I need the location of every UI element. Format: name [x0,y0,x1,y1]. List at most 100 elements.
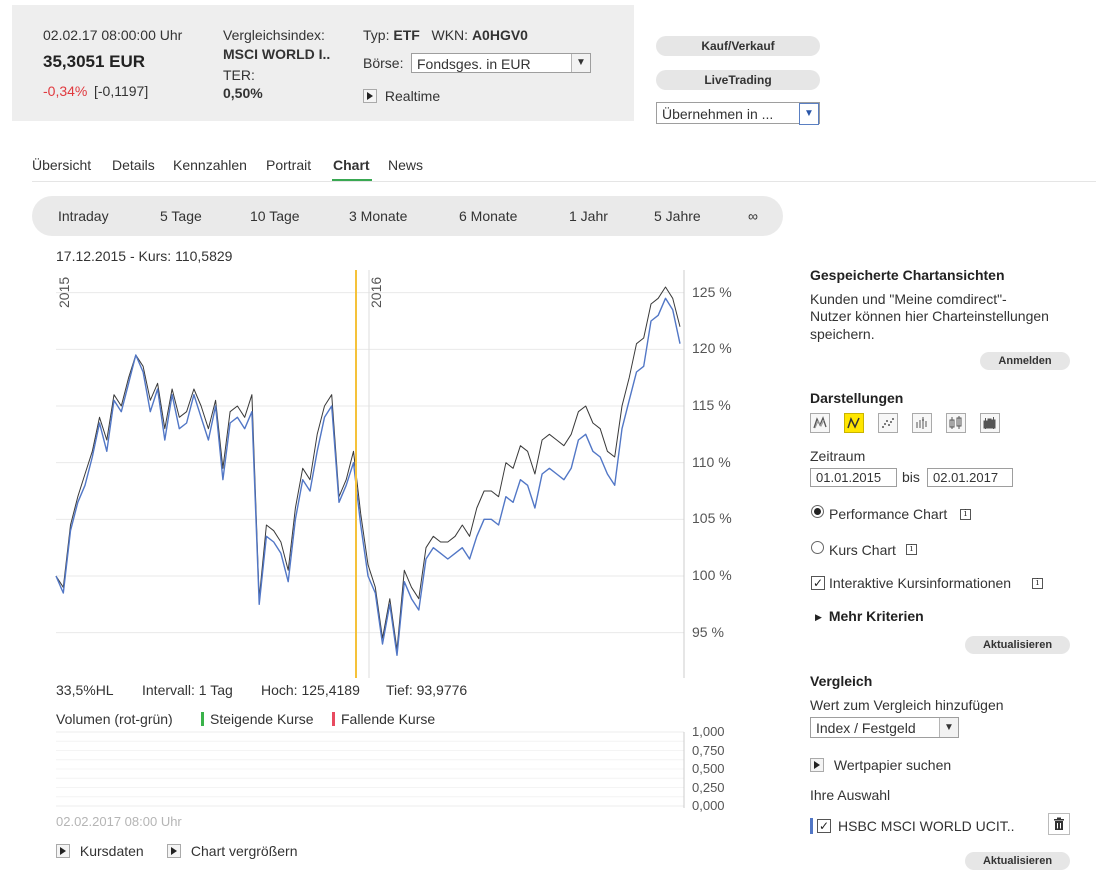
anmelden-button[interactable]: Anmelden [980,352,1070,370]
play-arrow-icon [363,89,377,104]
y-tick-label: 100 % [692,567,732,583]
ter-label: TER: [223,67,255,83]
period-max[interactable]: ∞ [748,208,758,224]
y-tick-label: 110 % [692,453,731,470]
chart-scale-info: 33,5%HL [56,682,114,698]
kurs-chart-radio[interactable] [811,541,824,554]
quote-datetime: 02.02.17 08:00:00 Uhr [43,27,183,43]
volume-title: Volumen (rot-grün) [56,711,173,727]
ohlc-chart-icon[interactable] [912,413,932,433]
vergleich-title: Vergleich [810,673,873,689]
trash-icon[interactable] [1048,813,1070,835]
chart-grid [56,292,684,634]
legend-rising: Steigende Kurse [210,711,314,727]
vergleich-select[interactable]: Index / Festgeld ▼ [810,717,959,738]
date-to-input[interactable]: 02.01.2017 [927,468,1013,487]
tab-details[interactable]: Details [112,157,155,173]
livetrading-button[interactable]: LiveTrading [656,70,820,90]
year-label-2015: 2015 [56,277,72,308]
volume-tick-label: 0,250 [692,779,725,795]
performance-chart-label: Performance Chart [829,506,948,522]
volume-tick-label: 0,750 [692,742,725,758]
tab-uebersicht[interactable]: Übersicht [32,157,92,173]
legend-falling: Fallende Kurse [341,711,436,727]
dots-chart-icon[interactable] [878,413,898,433]
saved-views-text-3: speichern. [810,326,875,342]
chevron-down-icon: ▼ [571,54,590,72]
caret-right-icon: ▶ [815,611,822,622]
bis-label: bis [902,469,920,485]
kursdaten-link[interactable]: Kursdaten [56,842,144,859]
period-3-monate[interactable]: 3 Monate [349,208,408,224]
realtime-link[interactable]: Realtime [363,87,440,104]
period-1-jahr[interactable]: 1 Jahr [569,208,608,224]
auswahl-item-label: HSBC MSCI WORLD UCIT.. [838,818,1015,834]
typ-value: ETF [393,27,420,43]
wertpapier-suchen-label: Wertpapier suchen [833,757,952,774]
info-icon[interactable]: i [960,509,971,520]
auswahl-label: Ihre Auswahl [810,787,891,803]
line-chart-icon[interactable] [844,413,864,433]
darstellungen-title: Darstellungen [810,390,904,406]
volume-tick-label: 1,000 [692,724,725,739]
cursor-info: 17.12.2015 - Kurs: 110,5829 [56,248,233,264]
uebernehmen-select-value: Übernehmen in ... [662,106,774,122]
info-icon[interactable]: i [1032,578,1043,589]
saved-views-text-1: Kunden und "Meine comdirect"- [810,291,1007,307]
candle-chart-icon[interactable] [980,413,1000,433]
tab-chart[interactable]: Chart [333,157,370,173]
period-intraday[interactable]: Intraday [58,208,109,224]
falling-legend-swatch [332,712,335,726]
performance-chart-radio[interactable] [811,505,824,518]
y-tick-label: 115 % [692,397,731,413]
volume-tick-label: 0,000 [692,798,725,813]
aktualisieren-button[interactable]: Aktualisieren [965,636,1070,654]
interaktive-checkbox[interactable]: ✓ [811,576,825,590]
play-arrow-icon [810,758,824,773]
active-tab-indicator [332,179,372,181]
tab-kennzahlen[interactable]: Kennzahlen [173,157,247,173]
chevron-down-icon: ▼ [939,718,958,737]
chevron-down-icon: ▼ [799,103,819,125]
wertpapier-suchen-link[interactable]: Wertpapier suchen [810,756,951,773]
date-from-input[interactable]: 01.01.2015 [810,468,897,487]
realtime-label: Realtime [384,88,441,105]
rising-legend-swatch [201,712,204,726]
period-6-monate[interactable]: 6 Monate [459,208,518,224]
auswahl-checkbox[interactable]: ✓ [817,819,831,833]
period-5-jahre[interactable]: 5 Jahre [654,208,701,224]
boerse-label: Börse: [363,55,404,71]
y-tick-label: 125 % [692,283,732,300]
mountain-chart-icon[interactable] [810,413,830,433]
kurs-chart-label: Kurs Chart [829,542,896,558]
kauf-verkauf-button[interactable]: Kauf/Verkauf [656,36,820,56]
zeitraum-label: Zeitraum [810,448,866,464]
chart-timestamp: 02.02.2017 08:00 Uhr [56,814,182,829]
wkn-value: A0HGV0 [471,27,528,43]
candle-outline-chart-icon[interactable] [946,413,966,433]
quote-change-pct: -0,34% [43,83,88,99]
mehr-kriterien-toggle[interactable]: ▶ Mehr Kriterien [815,608,924,624]
quote-change-abs: [-0,1197] [94,83,149,99]
uebernehmen-select[interactable]: Übernehmen in ... ▼ [656,102,820,125]
index-label: Vergleichsindex: [223,27,325,43]
vergleich-add-label: Wert zum Vergleich hinzufügen [810,697,1004,713]
volume-grid [56,731,684,807]
y-tick-label: 120 % [692,340,732,357]
chart-vergroessern-link[interactable]: Chart vergrößern [167,842,297,859]
aktualisieren-button-2[interactable]: Aktualisieren [965,852,1070,870]
period-bar: Intraday 5 Tage 10 Tage 3 Monate 6 Monat… [32,196,783,236]
tab-portrait[interactable]: Portrait [266,157,312,173]
kursdaten-label: Kursdaten [79,843,144,860]
tab-news[interactable]: News [388,157,424,173]
boerse-select[interactable]: Fondsges. in EUR ▼ [411,53,591,73]
info-icon[interactable]: i [906,544,917,555]
y-tick-label: 105 % [692,510,732,527]
period-10-tage[interactable]: 10 Tage [250,208,300,224]
chart-interval-info: Intervall: 1 Tag [142,682,233,698]
period-5-tage[interactable]: 5 Tage [160,208,202,224]
series-line-main [55,297,681,656]
tabs-divider [32,181,1096,182]
chart-high-info: Hoch: 125,4189 [261,682,360,698]
